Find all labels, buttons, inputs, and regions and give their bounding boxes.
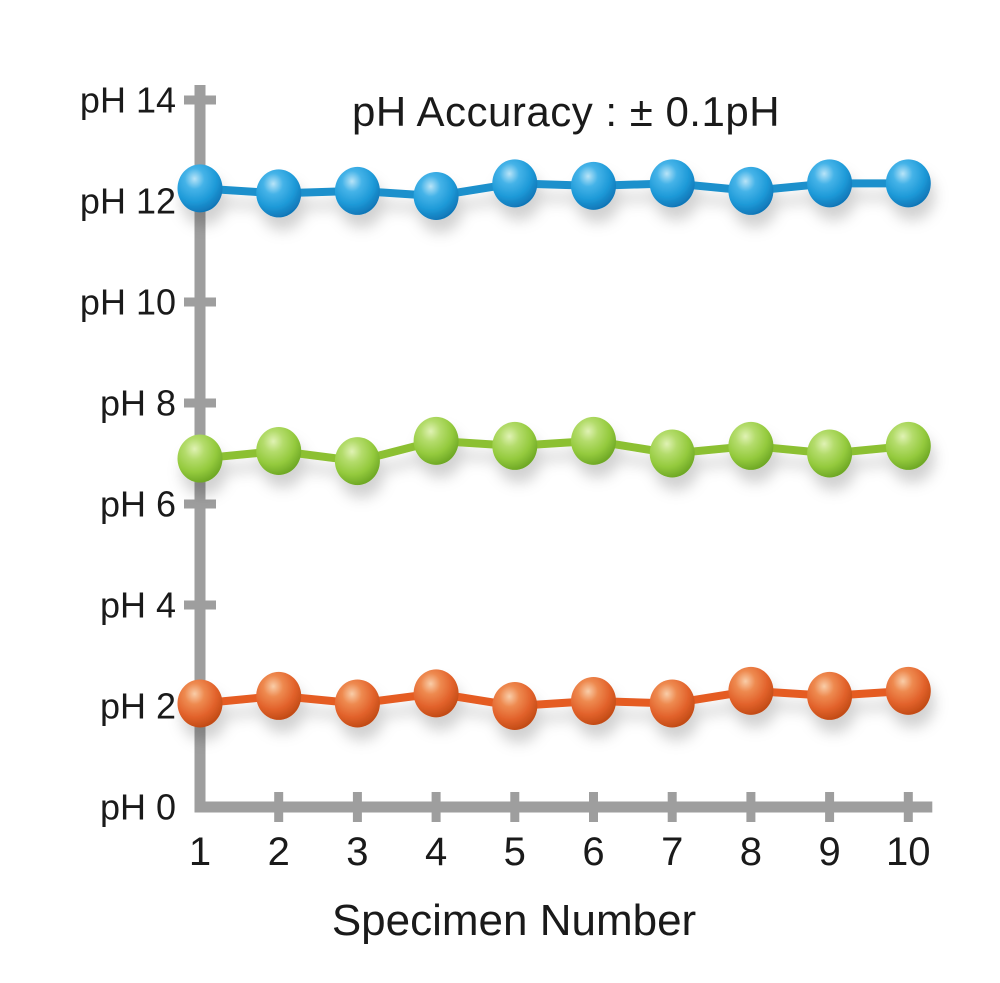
data-point-orange-1 <box>177 679 223 728</box>
data-point-green-9 <box>807 429 853 478</box>
x-axis-tick <box>825 792 835 822</box>
data-point-orange-9 <box>807 671 853 720</box>
data-point-blue-9 <box>807 159 853 208</box>
data-point-blue-3 <box>334 166 380 215</box>
data-point-orange-3 <box>334 679 380 728</box>
data-point-green-8 <box>728 421 774 470</box>
y-axis-tick <box>184 499 216 509</box>
y-axis-tick <box>184 297 216 307</box>
data-point-green-3 <box>334 437 380 486</box>
data-point-blue-2 <box>256 169 302 218</box>
chart-title: pH Accuracy : ± 0.1pH <box>351 88 781 135</box>
x-tick-label: 9 <box>818 830 840 874</box>
x-axis-tick <box>510 792 520 822</box>
x-axis-title: Specimen Number <box>331 896 697 945</box>
x-axis-tick <box>352 792 362 822</box>
y-tick-label: pH 4 <box>100 585 176 626</box>
x-axis-tick <box>667 792 677 822</box>
y-axis-tick <box>184 600 216 610</box>
series-orange <box>177 666 931 730</box>
y-tick-label: pH 12 <box>80 181 176 222</box>
x-axis-tick <box>746 792 756 822</box>
y-axis-tick <box>184 398 216 408</box>
data-point-orange-8 <box>728 666 774 715</box>
data-point-green-2 <box>256 426 302 475</box>
series-blue <box>177 159 931 220</box>
x-tick-label: 4 <box>425 830 447 874</box>
data-point-orange-10 <box>885 666 931 715</box>
x-tick-label: 10 <box>886 830 931 874</box>
data-point-green-6 <box>571 416 616 465</box>
x-tick-label: 3 <box>346 830 368 874</box>
data-point-blue-8 <box>728 166 774 215</box>
y-tick-labels: pH 14 pH 12 pH 10 pH 8 pH 6 pH 4 pH 2 pH 0 <box>80 80 176 828</box>
x-tick-labels: 1 2 3 4 5 6 7 8 9 10 <box>189 830 931 874</box>
x-tick-label: 1 <box>189 830 211 874</box>
x-tick-label: 5 <box>504 830 526 874</box>
y-tick-label: pH 8 <box>100 383 176 424</box>
series-line-green <box>196 436 913 466</box>
x-axis-tick <box>903 792 913 822</box>
y-tick-label: pH 14 <box>80 80 176 121</box>
data-point-blue-10 <box>885 159 931 208</box>
data-point-green-10 <box>885 421 931 470</box>
y-axis-tick <box>184 95 216 105</box>
data-point-blue-4 <box>413 171 459 220</box>
x-axis-tick <box>589 792 598 822</box>
series-line-blue <box>196 179 913 200</box>
data-point-blue-6 <box>571 161 616 210</box>
data-point-orange-2 <box>256 671 302 720</box>
x-tick-label: 2 <box>268 830 290 874</box>
data-point-green-4 <box>413 416 459 465</box>
data-point-green-7 <box>649 429 695 478</box>
x-axis-tick <box>274 792 284 822</box>
series-line-orange <box>196 686 913 710</box>
y-tick-label: pH 6 <box>100 484 176 525</box>
data-point-orange-5 <box>492 682 538 730</box>
data-point-blue-5 <box>492 159 538 208</box>
x-tick-label: 6 <box>582 830 604 874</box>
y-tick-label: pH 10 <box>80 282 176 323</box>
y-tick-label: pH 0 <box>100 787 176 828</box>
x-axis-line <box>194 801 933 813</box>
x-axis-tick <box>431 792 441 822</box>
data-point-green-5 <box>492 421 538 470</box>
data-point-blue-7 <box>649 159 695 208</box>
data-point-orange-4 <box>413 669 459 718</box>
y-tick-label: pH 2 <box>100 686 176 727</box>
data-point-green-1 <box>177 434 223 483</box>
x-tick-label: 7 <box>661 830 683 874</box>
x-tick-label: 8 <box>740 830 762 874</box>
data-point-orange-6 <box>571 676 616 725</box>
data-point-blue-1 <box>177 164 223 213</box>
data-point-orange-7 <box>649 679 695 728</box>
series-green <box>177 416 931 486</box>
